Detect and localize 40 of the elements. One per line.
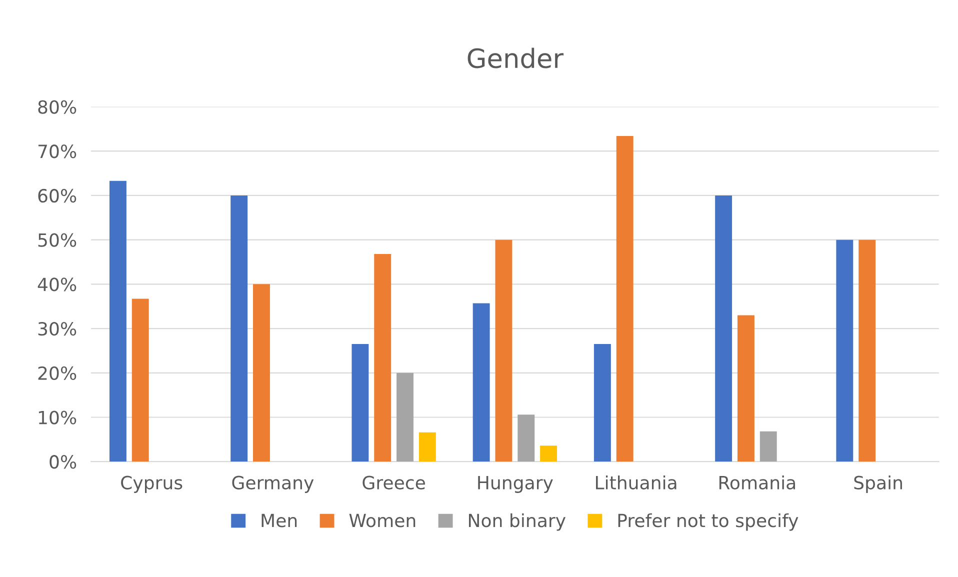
y-tick-label: 80% — [38, 100, 76, 114]
y-tick-label: 60% — [38, 188, 76, 203]
bar — [594, 344, 611, 462]
y-tick-label: 0% — [50, 455, 76, 469]
x-tick-label: Cyprus — [121, 476, 182, 493]
y-tick-label: 10% — [38, 410, 76, 424]
bar — [616, 136, 634, 462]
bar — [760, 431, 777, 462]
bar — [715, 195, 732, 462]
x-tick-label: Spain — [854, 475, 902, 493]
x-tick-label: Greece — [362, 476, 425, 490]
bar — [540, 446, 558, 462]
x-tick-label: Romania — [719, 475, 795, 490]
legend-label: Women — [349, 514, 416, 528]
legend-label: Prefer not to specify — [618, 513, 798, 531]
y-tick-label: 50% — [38, 233, 76, 247]
bar — [472, 303, 490, 462]
legend-label: Non binary — [468, 513, 566, 531]
y-tick-label: 40% — [38, 278, 76, 292]
y-tick-label: 20% — [38, 366, 76, 380]
bar — [737, 315, 754, 462]
y-tick-label: 30% — [38, 322, 76, 336]
x-tick-label: Germany — [232, 476, 314, 493]
y-tick-label: 70% — [38, 144, 76, 158]
bar — [396, 372, 414, 462]
bar — [518, 414, 535, 462]
bar — [495, 240, 512, 462]
bar — [836, 240, 854, 462]
bar — [858, 240, 876, 462]
bar — [253, 284, 270, 462]
x-tick-label: Hungary — [478, 476, 553, 493]
x-tick-label: Lithuania — [596, 475, 676, 490]
bar — [132, 298, 149, 462]
bar — [418, 432, 436, 462]
chart-title: Gender — [468, 48, 564, 68]
bar — [374, 254, 392, 462]
bar — [109, 180, 126, 462]
legend-label: Men — [262, 514, 297, 528]
bar — [230, 195, 248, 462]
bar — [352, 344, 369, 462]
